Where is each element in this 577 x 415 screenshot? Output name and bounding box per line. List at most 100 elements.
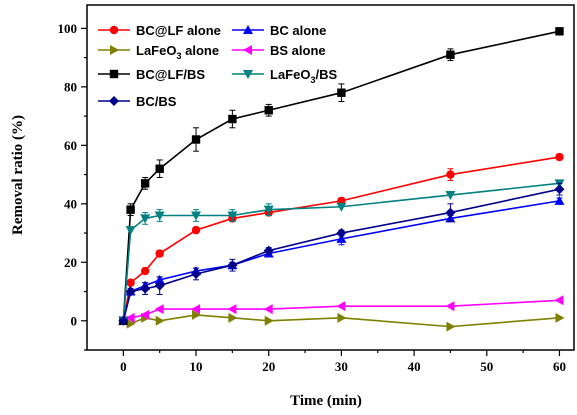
y-tick-label: 60 — [64, 138, 77, 153]
data-point — [336, 301, 346, 312]
data-point — [192, 309, 202, 320]
data-point — [155, 164, 164, 173]
series-line — [123, 314, 560, 328]
data-point — [555, 27, 564, 36]
series-3 — [118, 295, 564, 326]
x-tick-label: 0 — [120, 359, 127, 374]
x-tick-label: 60 — [553, 359, 566, 374]
series-line — [122, 200, 560, 321]
data-point — [446, 321, 456, 332]
y-tick-label: 80 — [64, 79, 77, 94]
series-layer — [118, 27, 565, 332]
data-point — [227, 260, 238, 271]
legend-marker — [243, 45, 252, 55]
data-point — [228, 312, 238, 323]
data-point — [126, 205, 135, 214]
data-point — [554, 184, 565, 195]
legend-marker — [110, 45, 119, 55]
data-point — [337, 88, 346, 97]
data-point — [554, 295, 564, 306]
data-point — [191, 268, 202, 279]
x-tick-label: 30 — [335, 359, 348, 374]
data-point — [263, 304, 273, 315]
x-axis-ticks: 0 10 20 30 40 50 60 — [120, 350, 566, 374]
data-point — [337, 312, 347, 323]
data-point — [191, 211, 202, 221]
series-2 — [119, 309, 565, 332]
x-tick-label: 20 — [262, 359, 275, 374]
data-point — [336, 228, 347, 239]
data-point — [554, 195, 565, 205]
legend-item: BC/BS — [98, 94, 177, 109]
series-line — [123, 299, 560, 322]
data-point — [336, 233, 347, 243]
data-point — [264, 315, 274, 326]
legend-label: BC@LF alone — [136, 23, 221, 38]
legend-label: BC@LF/BS — [136, 67, 205, 82]
x-tick-label: 50 — [480, 359, 493, 374]
series-line — [122, 156, 560, 321]
data-point — [445, 191, 456, 201]
data-point — [140, 266, 150, 276]
data-point — [227, 304, 237, 315]
series-6 — [118, 182, 565, 326]
data-point — [155, 249, 164, 258]
legend-label: LaFeO3/BS — [270, 67, 337, 85]
data-point — [140, 283, 151, 294]
series-4 — [119, 27, 564, 325]
legend-item: LaFeO3 alone — [98, 43, 219, 61]
data-point — [140, 214, 151, 224]
data-point — [446, 170, 455, 179]
y-tick-label: 20 — [64, 255, 77, 270]
data-point — [264, 106, 273, 115]
legend-marker — [109, 25, 119, 35]
data-point — [263, 205, 274, 215]
data-point — [446, 50, 455, 59]
legend-label: BS alone — [270, 43, 326, 58]
data-point — [126, 278, 135, 287]
data-point — [125, 286, 136, 297]
y-tick-label: 100 — [58, 21, 78, 36]
y-axis-ticks: 0 20 40 60 80 100 — [58, 21, 87, 351]
legend: BC@LF alone BC alone LaFeO3 alone BS alone B… — [98, 23, 337, 109]
series-line — [122, 182, 560, 321]
data-point — [228, 114, 237, 124]
y-tick-label: 40 — [64, 196, 77, 211]
data-point — [140, 179, 150, 188]
data-point — [125, 312, 135, 323]
data-point — [126, 318, 136, 329]
legend-marker — [243, 25, 253, 34]
x-axis-title: Time (min) — [290, 393, 362, 409]
y-axis-title: Removal ratio (%) — [10, 115, 26, 235]
x-tick-label: 10 — [190, 359, 203, 374]
data-point — [555, 152, 564, 162]
legend-label: LaFeO3 alone — [136, 43, 219, 61]
legend-item: BC@LF/BS — [98, 67, 205, 82]
series-line — [122, 30, 560, 321]
data-point — [154, 280, 165, 291]
data-point — [336, 202, 347, 212]
data-point — [191, 225, 201, 235]
legend-item: LaFeO3/BS — [232, 67, 337, 85]
legend-marker — [243, 70, 253, 79]
data-point — [118, 315, 129, 326]
data-point — [155, 315, 165, 326]
plot-border — [86, 4, 575, 351]
data-point — [555, 312, 565, 323]
legend-item: BC@LF alone — [98, 23, 221, 38]
x-tick-label: 40 — [408, 359, 421, 374]
legend-marker — [109, 69, 119, 79]
legend-item: BC alone — [232, 23, 326, 38]
data-point — [445, 301, 455, 312]
y-tick-label: 0 — [71, 313, 78, 328]
data-point — [191, 135, 201, 144]
data-point — [227, 211, 238, 221]
legend-label: BC alone — [270, 23, 326, 38]
plot-frame — [86, 4, 575, 351]
legend-marker — [109, 96, 119, 106]
data-point — [191, 304, 201, 315]
data-point — [125, 226, 136, 236]
data-point — [140, 309, 150, 320]
legend-item: BS alone — [232, 43, 326, 58]
